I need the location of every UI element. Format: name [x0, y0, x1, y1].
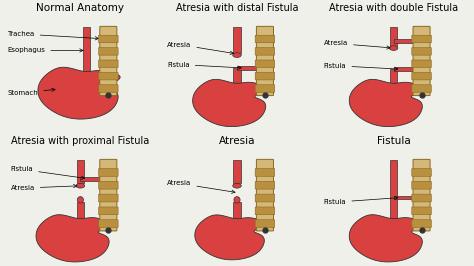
FancyBboxPatch shape — [412, 220, 431, 227]
FancyBboxPatch shape — [413, 26, 430, 95]
FancyBboxPatch shape — [412, 169, 431, 176]
Text: Fistula: Fistula — [324, 196, 398, 205]
FancyBboxPatch shape — [412, 207, 431, 215]
Ellipse shape — [77, 197, 83, 203]
FancyBboxPatch shape — [99, 72, 118, 80]
FancyBboxPatch shape — [99, 35, 118, 43]
FancyBboxPatch shape — [412, 194, 431, 202]
Text: Fistula: Fistula — [10, 166, 85, 179]
Ellipse shape — [233, 184, 241, 188]
Text: Esophagus: Esophagus — [8, 47, 83, 53]
FancyBboxPatch shape — [413, 159, 430, 231]
FancyBboxPatch shape — [256, 26, 273, 95]
Polygon shape — [233, 27, 241, 53]
Ellipse shape — [389, 46, 398, 51]
Polygon shape — [393, 39, 414, 43]
Title: Atresia with distal Fistula: Atresia with distal Fistula — [176, 3, 298, 13]
Polygon shape — [192, 79, 267, 127]
Polygon shape — [390, 160, 397, 219]
Polygon shape — [83, 27, 91, 72]
FancyBboxPatch shape — [255, 220, 275, 227]
Ellipse shape — [76, 184, 85, 188]
FancyBboxPatch shape — [99, 194, 118, 202]
FancyBboxPatch shape — [255, 72, 275, 80]
Title: Atresia: Atresia — [219, 136, 255, 146]
FancyBboxPatch shape — [99, 207, 118, 215]
Text: Atresia: Atresia — [167, 41, 234, 55]
FancyBboxPatch shape — [255, 181, 275, 189]
Polygon shape — [349, 79, 424, 127]
Polygon shape — [390, 69, 397, 83]
Polygon shape — [237, 66, 257, 70]
FancyBboxPatch shape — [99, 60, 118, 68]
FancyBboxPatch shape — [412, 60, 431, 68]
FancyBboxPatch shape — [256, 159, 273, 231]
Title: Normal Anatomy: Normal Anatomy — [36, 3, 124, 13]
FancyBboxPatch shape — [412, 181, 431, 189]
Title: Atresia with proximal Fistula: Atresia with proximal Fistula — [11, 136, 149, 146]
Polygon shape — [233, 160, 241, 184]
FancyBboxPatch shape — [412, 72, 431, 80]
FancyBboxPatch shape — [99, 85, 118, 92]
FancyBboxPatch shape — [255, 207, 275, 215]
Polygon shape — [38, 67, 120, 119]
FancyBboxPatch shape — [255, 85, 275, 92]
Polygon shape — [233, 68, 241, 83]
FancyBboxPatch shape — [100, 159, 117, 231]
FancyBboxPatch shape — [412, 85, 431, 92]
Ellipse shape — [234, 197, 240, 203]
Polygon shape — [81, 177, 100, 181]
FancyBboxPatch shape — [255, 35, 275, 43]
Text: Atresia: Atresia — [324, 40, 390, 49]
FancyBboxPatch shape — [412, 48, 431, 55]
FancyBboxPatch shape — [100, 26, 117, 95]
Polygon shape — [390, 27, 397, 46]
Text: Atresia: Atresia — [10, 184, 77, 191]
FancyBboxPatch shape — [99, 169, 118, 176]
FancyBboxPatch shape — [255, 48, 275, 55]
Text: Stomach: Stomach — [8, 88, 55, 96]
FancyBboxPatch shape — [99, 220, 118, 227]
Text: Trachea: Trachea — [8, 31, 99, 40]
Polygon shape — [233, 202, 241, 219]
FancyBboxPatch shape — [255, 60, 275, 68]
Ellipse shape — [233, 53, 241, 57]
FancyBboxPatch shape — [99, 181, 118, 189]
Polygon shape — [195, 215, 266, 260]
Polygon shape — [349, 215, 424, 262]
Text: Fistula: Fistula — [324, 63, 398, 70]
Title: Atresia with double Fistula: Atresia with double Fistula — [329, 3, 458, 13]
FancyBboxPatch shape — [255, 169, 275, 176]
FancyBboxPatch shape — [255, 194, 275, 202]
Polygon shape — [36, 215, 111, 262]
Polygon shape — [393, 67, 414, 71]
Text: Atresia: Atresia — [167, 180, 235, 193]
Polygon shape — [393, 196, 414, 200]
Title: Fistula: Fistula — [377, 136, 410, 146]
Text: Fistula: Fistula — [167, 61, 241, 69]
FancyBboxPatch shape — [99, 48, 118, 55]
Polygon shape — [77, 202, 84, 219]
Polygon shape — [77, 160, 84, 184]
FancyBboxPatch shape — [412, 35, 431, 43]
